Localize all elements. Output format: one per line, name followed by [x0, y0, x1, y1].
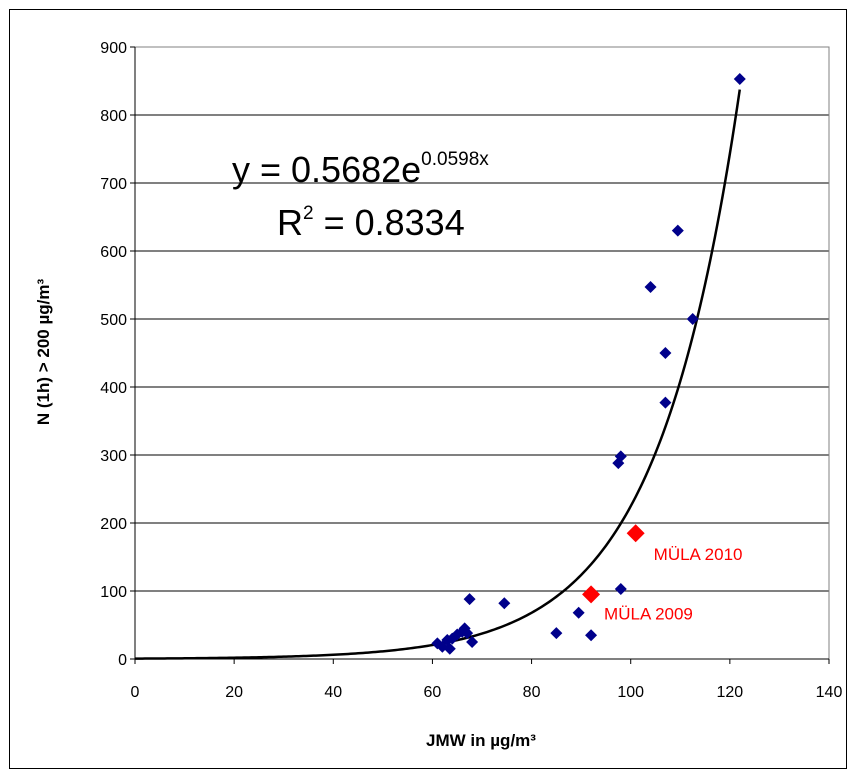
x-tick-label: 120 [717, 684, 744, 701]
plot-area [134, 46, 830, 660]
data-label: MÜLA 2010 [654, 545, 743, 564]
x-tick-label: 0 [131, 684, 140, 701]
x-tick-label: 60 [424, 684, 442, 701]
data-point [550, 627, 563, 640]
data-point [614, 582, 627, 595]
x-axis: 0 20 40 60 80 100 120 140 [131, 658, 843, 701]
data-point [463, 593, 476, 606]
data-points [431, 72, 746, 655]
y-tick-label: 200 [100, 516, 127, 533]
data-point [659, 396, 672, 409]
chart-frame [9, 9, 847, 769]
y-tick-label: 0 [118, 652, 127, 669]
y-tick-label: 700 [100, 176, 127, 193]
y-tick-label: 500 [100, 312, 127, 329]
x-tick-label: 20 [225, 684, 243, 701]
data-point [582, 585, 601, 604]
trendline-equation: y = 0.5682e0.0598x [232, 149, 489, 190]
trendline [134, 89, 742, 660]
data-point [585, 629, 598, 642]
data-point [644, 281, 657, 294]
y-tick-label: 800 [100, 108, 127, 125]
data-point [466, 636, 479, 648]
data-point [614, 450, 627, 463]
data-point [461, 627, 474, 640]
y-axis: 0 100 200 300 400 500 600 700 800 900 [100, 40, 136, 669]
data-point [671, 224, 684, 237]
data-point [626, 524, 645, 543]
x-axis-title: JMW in µg/m³ [426, 731, 536, 750]
data-point [686, 313, 699, 325]
data-point [659, 347, 672, 359]
x-tick-label: 80 [523, 684, 541, 701]
y-tick-label: 300 [100, 448, 127, 465]
data-point [498, 597, 511, 610]
data-point [733, 72, 746, 85]
y-axis-title: N (1h) > 200 µg/m³ [34, 279, 53, 426]
data-point [443, 642, 456, 655]
grid-lines [135, 46, 829, 592]
x-tick-label: 40 [324, 684, 342, 701]
y-tick-label: 600 [100, 244, 127, 261]
point-labels: MÜLA 2009 MÜLA 2010 [604, 545, 742, 623]
data-label: MÜLA 2009 [604, 604, 693, 623]
y-tick-label: 400 [100, 380, 127, 397]
data-point [572, 606, 585, 619]
x-tick-label: 140 [816, 684, 843, 701]
y-tick-label: 100 [100, 584, 127, 601]
x-tick-label: 100 [617, 684, 644, 701]
r-squared-label: R2 = 0.8334 [277, 202, 465, 243]
y-tick-label: 900 [100, 40, 127, 57]
